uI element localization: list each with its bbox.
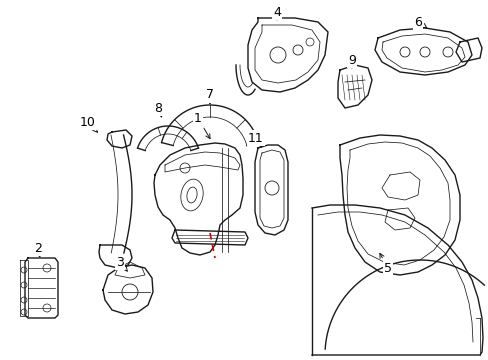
Text: 10: 10 xyxy=(80,116,97,132)
Text: 8: 8 xyxy=(154,102,162,117)
Text: 2: 2 xyxy=(34,242,42,257)
Text: 11: 11 xyxy=(247,131,264,147)
Text: 7: 7 xyxy=(205,89,214,104)
Text: 3: 3 xyxy=(116,256,127,271)
Text: 1: 1 xyxy=(194,112,210,139)
Text: 5: 5 xyxy=(379,253,391,274)
Text: 9: 9 xyxy=(347,54,355,68)
Text: 6: 6 xyxy=(413,15,426,28)
Text: 4: 4 xyxy=(272,5,281,20)
